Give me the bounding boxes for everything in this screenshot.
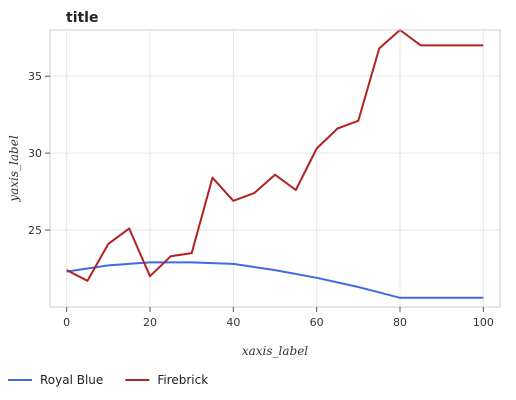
- series-line-firebrick: [66, 29, 484, 282]
- chart-title: title: [66, 10, 98, 26]
- y-ticks: 25 30 35: [28, 70, 50, 237]
- legend-label: Royal Blue: [40, 373, 103, 387]
- x-tick-label: 20: [143, 316, 157, 329]
- x-tick-label: 80: [393, 316, 407, 329]
- x-tick-label: 40: [226, 316, 240, 329]
- x-tick-label: 60: [310, 316, 324, 329]
- plot-frame: [49, 29, 501, 308]
- x-axis-label: xaxis_label: [242, 344, 308, 358]
- legend: Royal Blue Firebrick: [8, 373, 208, 387]
- x-tick-label: 0: [63, 316, 70, 329]
- series-line-royal-blue: [66, 261, 484, 299]
- y-tick-label: 35: [28, 70, 42, 83]
- legend-label: Firebrick: [157, 373, 208, 387]
- y-axis-label: yaxis_label: [7, 135, 21, 202]
- x-tick-label: 100: [473, 316, 494, 329]
- grid: [50, 30, 500, 307]
- y-tick-label: 25: [28, 224, 42, 237]
- x-ticks: 0 20 40 60 80 100: [63, 307, 494, 329]
- series-lines: [66, 29, 484, 299]
- y-tick-label: 30: [28, 147, 42, 160]
